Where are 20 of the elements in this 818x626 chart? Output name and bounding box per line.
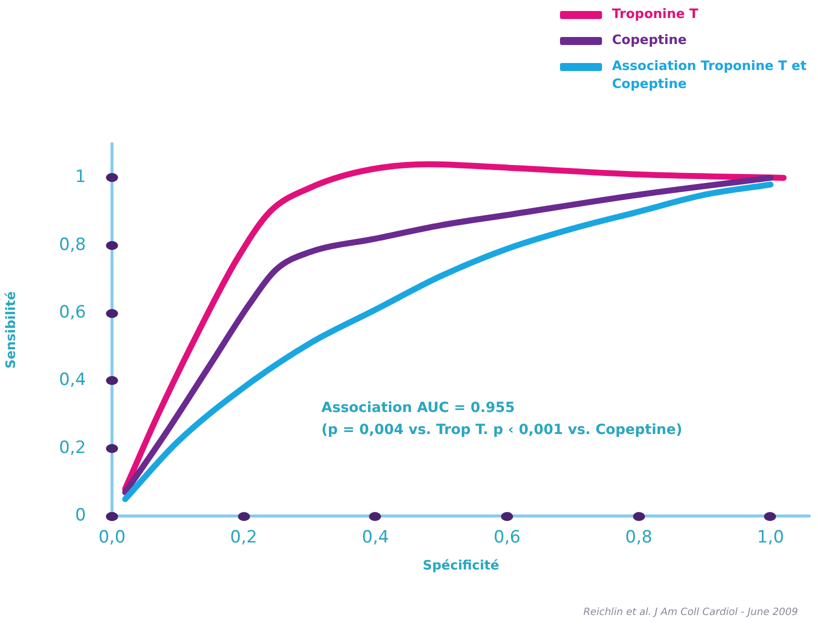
legend-label: Troponine T xyxy=(612,6,700,24)
y-tick-label: 0,6 xyxy=(58,302,86,323)
annotation: Association AUC = 0.955 xyxy=(321,400,515,416)
legend-label: Copeptine xyxy=(612,32,688,50)
y-axis-title: Sensibilité xyxy=(4,291,20,369)
y-tick-label: 1 xyxy=(75,167,86,188)
x-tick-label: 0,8 xyxy=(625,528,652,548)
annotation: (p = 0,004 vs. Trop T. p ‹ 0,001 vs. Copeptine) xyxy=(321,422,682,438)
text: Reichlin et al. J Am Coll Cardiol - June 2009 xyxy=(583,607,798,618)
y-tick-label: 0 xyxy=(75,505,86,526)
legend-label: Association Troponine T et Copeptine xyxy=(612,58,808,94)
x-axis-title: Spécificité xyxy=(422,558,500,574)
x-tick-label: 0,0 xyxy=(98,528,126,548)
x-tick-label: 0,2 xyxy=(230,528,258,548)
y-tick-label: 0,2 xyxy=(58,438,86,458)
x-tick-label: 0,6 xyxy=(494,528,521,548)
y-tick-label: 0,4 xyxy=(58,370,86,390)
x-tick-label: 0,4 xyxy=(362,528,389,548)
y-tick-label: 0,8 xyxy=(58,234,86,255)
x-tick-label: 1,0 xyxy=(756,528,784,548)
